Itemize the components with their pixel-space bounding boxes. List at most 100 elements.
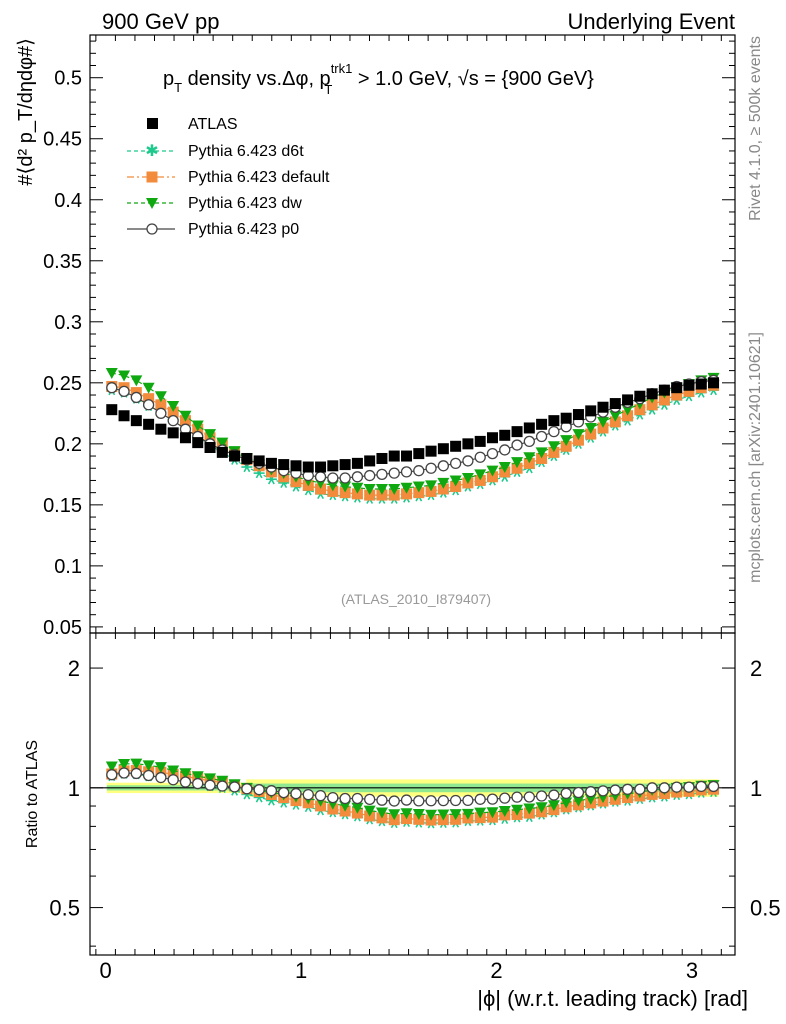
header-left-label: 900 GeV pp xyxy=(102,9,219,34)
data-point-p0 xyxy=(327,472,339,484)
ratio-point-dw xyxy=(584,793,597,805)
x-tick-label: 3 xyxy=(686,958,698,983)
data-point-p0 xyxy=(449,457,462,470)
data-point-default xyxy=(671,389,683,401)
main-panel: 0.050.10.150.20.250.30.350.40.450.5 pT d… xyxy=(15,34,736,639)
legend-label-atlas: ATLAS xyxy=(188,116,238,133)
ratio-point-p0 xyxy=(400,794,413,806)
ratio-series-p0 xyxy=(106,767,720,807)
ratio-y-tick-label: 0.5 xyxy=(49,896,80,921)
side-label-mcplots: mcplots.cern.ch [arXiv:2401.10621] xyxy=(747,332,764,583)
legend-marker-d6t: ✱ xyxy=(145,143,158,160)
data-point-default xyxy=(646,399,658,411)
data-point-dw xyxy=(572,429,585,441)
legend-label-default: Pythia 6.423 default xyxy=(188,169,330,186)
data-point-default xyxy=(548,446,560,458)
ratio-point-p0 xyxy=(621,783,634,795)
ratio-point-dw xyxy=(363,805,376,817)
ratio-point-dw xyxy=(560,797,573,809)
data-point-atlas xyxy=(179,432,191,444)
data-point-default xyxy=(437,483,449,495)
data-point-atlas xyxy=(511,426,523,438)
analysis-watermark: (ATLAS_2010_I879407) xyxy=(341,591,491,607)
data-point-p0 xyxy=(142,399,155,411)
ratio-point-dw xyxy=(118,758,131,770)
data-point-atlas xyxy=(204,441,216,453)
ratio-point-dw xyxy=(388,809,401,821)
data-point-p0 xyxy=(499,444,511,456)
data-point-p0 xyxy=(486,447,499,460)
ratio-point-dw xyxy=(142,760,155,772)
data-point-default xyxy=(572,434,584,446)
data-point-default xyxy=(474,474,486,486)
data-point-dw xyxy=(597,416,610,428)
data-point-default xyxy=(536,452,548,464)
data-point-atlas xyxy=(302,461,314,473)
data-point-dw xyxy=(375,483,388,495)
data-point-atlas xyxy=(167,427,179,439)
ratio-point-p0 xyxy=(142,769,155,782)
ratio-point-p0 xyxy=(560,787,572,800)
data-point-default xyxy=(167,406,179,418)
data-point-dw xyxy=(351,482,364,494)
data-point-dw xyxy=(388,483,401,495)
data-point-dw xyxy=(191,420,204,432)
ratio-point-dw xyxy=(204,773,217,785)
ratio-point-dw xyxy=(449,809,462,821)
legend-label-d6t: Pythia 6.423 d6t xyxy=(188,143,304,160)
data-point-default xyxy=(155,399,167,411)
ratio-point-dw xyxy=(130,758,143,770)
ratio-point-p0 xyxy=(585,786,597,798)
data-point-atlas xyxy=(646,388,658,400)
data-point-default xyxy=(413,487,425,499)
ratio-point-p0 xyxy=(695,780,707,793)
main-data-series xyxy=(105,368,720,504)
data-point-default xyxy=(585,428,597,440)
data-point-atlas xyxy=(572,409,584,421)
data-point-atlas xyxy=(241,452,253,464)
data-point-atlas xyxy=(486,432,498,444)
ratio-point-dw xyxy=(154,762,167,774)
ratio-point-dw xyxy=(351,802,364,814)
ratio-point-dw xyxy=(547,800,560,812)
data-point-dw xyxy=(560,435,573,447)
data-point-atlas xyxy=(450,440,462,452)
main-axis-ticks: 0.05 0.1 0.15 0.2 0.25 0.3 0.35 0.4 0.45 0.5 xyxy=(43,35,735,639)
ratio-point-dw xyxy=(474,807,487,819)
ratio-point-p0 xyxy=(265,785,278,797)
data-point-p0 xyxy=(413,465,425,477)
legend-marker-dw xyxy=(146,198,158,209)
ratio-point-p0 xyxy=(106,769,118,781)
ratio-point-p0 xyxy=(216,780,228,792)
data-point-default xyxy=(609,416,621,428)
data-point-atlas xyxy=(351,457,363,469)
ratio-point-p0 xyxy=(179,776,192,788)
ratio-point-dw xyxy=(437,809,450,821)
ratio-point-p0 xyxy=(597,785,609,797)
data-point-p0 xyxy=(425,462,437,474)
data-point-atlas xyxy=(327,460,339,472)
data-point-p0 xyxy=(474,451,486,463)
data-point-atlas xyxy=(536,418,548,430)
chart-title: pT density vs.Δφ, ptrk1 T > 1.0 GeV, √s =… xyxy=(163,61,594,97)
data-point-atlas xyxy=(253,455,265,467)
ratio-point-p0 xyxy=(130,767,142,780)
data-point-default xyxy=(401,488,413,500)
data-point-atlas xyxy=(609,398,621,410)
ratio-point-p0 xyxy=(449,794,462,807)
data-point-atlas xyxy=(315,461,327,473)
ratio-point-p0 xyxy=(339,792,351,805)
ratio-point-dw xyxy=(375,807,388,819)
ratio-point-p0 xyxy=(425,795,437,807)
ratio-point-p0 xyxy=(376,794,388,806)
data-point-atlas xyxy=(437,443,449,455)
data-point-p0 xyxy=(351,471,364,483)
ratio-point-dw xyxy=(498,806,511,818)
data-point-dw xyxy=(461,473,474,485)
data-point-atlas xyxy=(130,415,142,427)
main-y-tick-label: 0.3 xyxy=(54,312,82,334)
ratio-point-dw xyxy=(412,809,425,821)
ratio-point-dw xyxy=(523,803,536,815)
ratio-point-p0 xyxy=(118,767,130,779)
main-y-axis-label: #⟨d² p_T/dηdφ#⟩ xyxy=(15,38,37,186)
